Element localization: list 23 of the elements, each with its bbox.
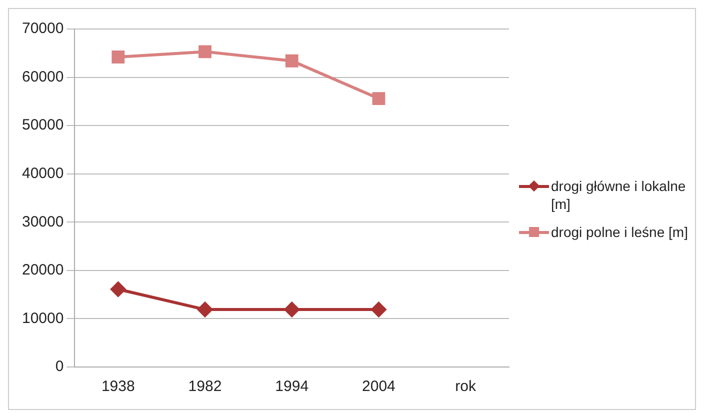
y-tick-label: 40000	[22, 165, 64, 182]
point	[284, 302, 300, 318]
x-tick-label: rok	[455, 378, 476, 396]
x-tick-label: 1994	[275, 378, 309, 396]
y-tick-label: 20000	[22, 262, 64, 279]
y-tick-label: 30000	[22, 213, 64, 230]
y-tick-label: 10000	[22, 310, 64, 327]
y-tick-label: 0	[55, 358, 64, 376]
point	[112, 50, 125, 64]
y-tick-label: 60000	[22, 68, 64, 86]
x-tick-label: 2004	[362, 378, 396, 396]
point	[198, 45, 212, 58]
point	[198, 302, 212, 318]
x-tick-label: 1982	[188, 378, 222, 396]
y-tick-label: 70000	[22, 20, 64, 38]
point	[371, 302, 386, 318]
y-tick-label: 50000	[22, 116, 64, 134]
point	[372, 92, 386, 105]
point	[110, 282, 126, 297]
point	[285, 54, 298, 68]
x-tick-label: 1938	[101, 378, 135, 396]
legend-label: drogi główne i lokalne [m]	[551, 177, 687, 213]
legend-label: drogi polne i leśne [m]	[551, 223, 688, 241]
